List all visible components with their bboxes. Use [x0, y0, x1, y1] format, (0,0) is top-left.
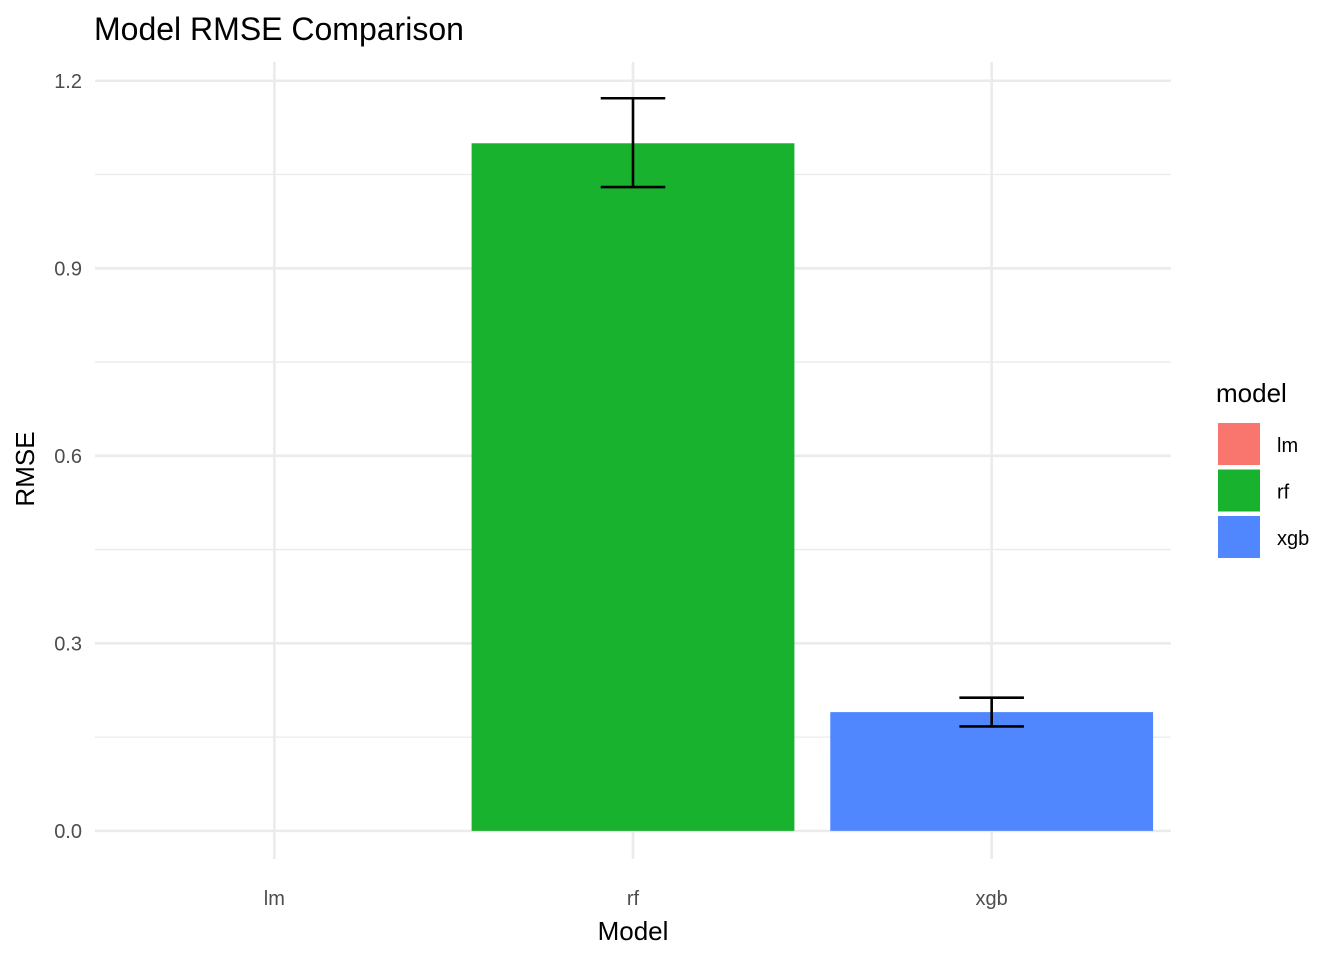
- legend-swatch-rf: [1218, 469, 1260, 512]
- legend-title: model: [1216, 378, 1287, 408]
- y-tick-label: 0.9: [54, 258, 82, 280]
- legend: model lm rf xgb: [1216, 378, 1309, 558]
- y-axis-title: RMSE: [10, 431, 40, 506]
- legend-label: xgb: [1277, 528, 1309, 550]
- x-tick-label: lm: [264, 888, 285, 910]
- bar-rf: [471, 143, 795, 831]
- y-axis-ticks: 0.0 0.3 0.6 0.9 1.2: [54, 71, 82, 843]
- y-tick-label: 0.3: [54, 633, 82, 655]
- legend-label: lm: [1277, 435, 1298, 457]
- error-bars: [600, 96, 1024, 728]
- y-tick-label: 0.0: [54, 821, 82, 843]
- legend-entries: lm rf xgb: [1218, 423, 1309, 558]
- error-bar-xgb: [959, 696, 1024, 728]
- chart-title: Model RMSE Comparison: [94, 11, 464, 47]
- bar-xgb: [830, 712, 1154, 831]
- legend-swatch-xgb: [1218, 516, 1260, 558]
- x-axis-ticks: lm rf xgb: [264, 888, 1008, 910]
- legend-label: rf: [1277, 482, 1290, 504]
- x-axis-title: Model: [598, 916, 669, 946]
- x-tick-label: xgb: [976, 888, 1008, 910]
- bars: [471, 143, 1154, 831]
- y-tick-label: 1.2: [54, 71, 82, 93]
- y-tick-label: 0.6: [54, 446, 82, 468]
- error-bar-rf: [600, 96, 666, 189]
- legend-swatch-lm: [1218, 423, 1260, 465]
- x-tick-label: rf: [627, 888, 640, 910]
